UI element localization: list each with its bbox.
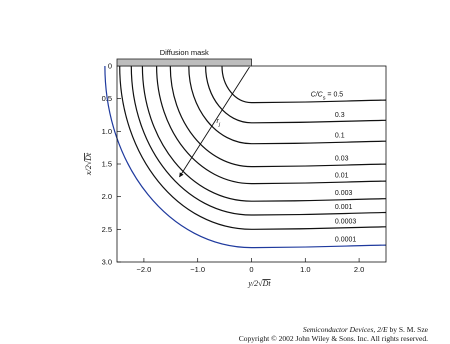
contour-curves — [104, 65, 387, 249]
curve-label-4: 0.01 — [335, 173, 349, 180]
credit-book-title: Semiconductor Devices, 2/E — [302, 325, 388, 334]
contour-curve-4 — [156, 65, 387, 185]
x-tick-label: 1.0 — [300, 265, 310, 274]
y-tick-label: 1.0 — [102, 127, 112, 136]
contour-curve-8 — [104, 65, 387, 249]
contour-curve-1 — [205, 65, 387, 124]
axes: 0 0.5 1.0 1.5 2.0 2.5 3.0 −2.0 −1.0 0 1.0 2.0 y/2√Dt… — [84, 48, 387, 288]
diffusion-mask-label: Diffusion mask — [160, 48, 209, 57]
y-tick-label: 2.5 — [102, 225, 112, 234]
diffusion-mask — [116, 58, 252, 67]
y-tick-label: 3.0 — [102, 258, 112, 267]
x-tick-label: −1.0 — [190, 265, 205, 274]
contour-curve-6 — [130, 65, 387, 216]
contour-curve-7 — [119, 65, 387, 230]
x-tick-label: −2.0 — [136, 265, 151, 274]
contour-curve-3 — [169, 65, 387, 168]
y-tick-label: 2.0 — [102, 192, 112, 201]
contour-curve-5 — [141, 65, 387, 202]
curve-label-0: C/Cs = 0.5 — [311, 92, 344, 102]
curve-label-7: 0.0003 — [335, 218, 357, 225]
y-tick-label: 0.5 — [102, 94, 112, 103]
credit-author: by S. M. Sze — [387, 325, 428, 334]
curve-label-2: 0.1 — [335, 133, 345, 140]
curve-labels: C/Cs = 0.5 0.3 0.1 0.03 0.01 0.003 0.001 0.0003… — [217, 92, 357, 244]
curve-label-5: 0.003 — [335, 190, 353, 197]
credit-book: Semiconductor Devices, 2/E by S. M. Sze — [303, 325, 428, 334]
curve-label-6: 0.001 — [335, 204, 353, 211]
junction-radius-arrow — [179, 66, 250, 178]
x-tick-label: 2.0 — [354, 265, 364, 274]
curve-label-8: 0.0001 — [335, 237, 357, 244]
plot-frame — [116, 65, 387, 263]
x-axis-title: y/2√Dt — [247, 279, 271, 288]
contour-curve-0 — [221, 65, 387, 104]
contour-curve-2 — [188, 65, 387, 145]
y-tick-label: 0 — [108, 62, 112, 71]
credit-copyright: Copyright © 2002 John Wiley & Sons. Inc.… — [238, 334, 428, 343]
y-tick-label: 1.5 — [102, 160, 112, 169]
x-tick-label: 0 — [249, 265, 253, 274]
y-axis-title: x/2√Dt — [84, 152, 93, 176]
curve-label-1: 0.3 — [335, 112, 345, 119]
curve-label-3: 0.03 — [335, 156, 349, 163]
junction-radius-label: rj — [217, 118, 221, 128]
